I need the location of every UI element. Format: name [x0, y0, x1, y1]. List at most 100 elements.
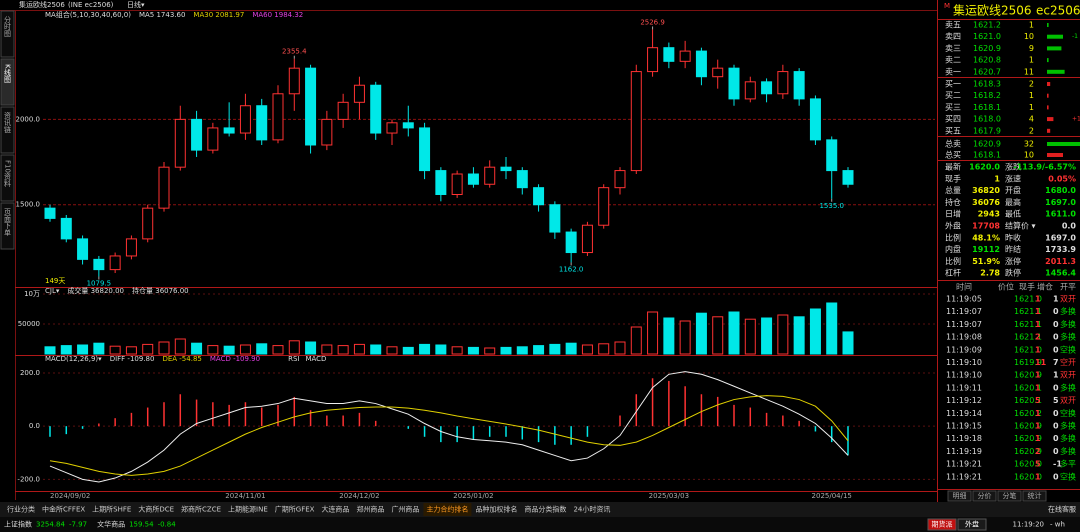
- stat-label: 比例: [945, 256, 961, 266]
- side-tab[interactable]: [0, 202, 15, 250]
- detail-tab[interactable]: [1022, 490, 1047, 502]
- extreme-label: 1535.0: [819, 202, 844, 210]
- market-tab[interactable]: 郑商所CZCE: [181, 505, 221, 514]
- trade-cell: 11:19:19: [946, 447, 982, 456]
- trade-cell: 1: [1035, 472, 1041, 481]
- volume-bar: [305, 341, 317, 355]
- market-tab[interactable]: 广期所GFEX: [275, 505, 315, 514]
- extreme-label: 2526.9: [640, 18, 665, 26]
- trade-cell: 空换: [1060, 471, 1076, 481]
- side-tab-label[interactable]: K线图: [4, 64, 12, 84]
- status-button[interactable]: [957, 518, 987, 531]
- market-tab[interactable]: 行业分类: [7, 505, 35, 514]
- side-tab[interactable]: [0, 154, 15, 202]
- volume-bar: [565, 342, 577, 355]
- market-tab[interactable]: 上期所SHFE: [92, 505, 131, 514]
- market-tab-box[interactable]: [423, 503, 472, 516]
- index-quote: 上证指数: [4, 520, 32, 529]
- side-tab[interactable]: [0, 10, 15, 58]
- side-tab[interactable]: [0, 58, 15, 106]
- stat-label: 现手: [945, 173, 961, 183]
- trade-cell: 0: [1053, 383, 1059, 392]
- y-tick-label: -200.0: [17, 475, 40, 483]
- volume-bar: [44, 346, 56, 355]
- stat-value: 2943: [978, 210, 1000, 219]
- trade-cell: 11: [1035, 358, 1047, 367]
- service-link[interactable]: 在线客服: [1048, 505, 1076, 514]
- candle-body: [191, 118, 203, 151]
- side-tab-label[interactable]: F10资料: [4, 160, 12, 188]
- volume-bar: [777, 314, 789, 355]
- stat-label: 最高: [1005, 197, 1021, 207]
- market-tab[interactable]: 中金所CFFEX: [42, 505, 85, 514]
- extreme-label: 1162.0: [559, 265, 584, 273]
- book-price: 1618.2: [973, 91, 1001, 100]
- candle-body: [272, 93, 284, 141]
- detail-tab-label[interactable]: 明细: [953, 491, 967, 500]
- status-button-label[interactable]: 外盘: [965, 520, 979, 529]
- volume-bar: [695, 312, 707, 355]
- quote-title: 集运欧线2506: [953, 3, 1032, 18]
- market-tab[interactable]: 郑州商品: [356, 505, 384, 514]
- side-tab-label[interactable]: 分时图: [4, 15, 12, 38]
- candle-body: [451, 173, 463, 195]
- stat-label: 内盘: [945, 244, 961, 254]
- volume-bar: [142, 343, 154, 355]
- volume-bar: [435, 344, 447, 355]
- market-tab[interactable]: 商品分类指数: [524, 505, 566, 514]
- market-tab[interactable]: 上期能源INE: [228, 505, 268, 514]
- index-quote: -7.97: [69, 521, 87, 529]
- side-tab[interactable]: [0, 106, 15, 154]
- book-volume: 10: [1024, 32, 1034, 41]
- market-tab[interactable]: 主力合约排名: [426, 505, 468, 514]
- volume-bar: [125, 346, 137, 355]
- trade-cell: 1620.2: [1014, 409, 1042, 418]
- market-tab[interactable]: 广州商品: [391, 505, 419, 514]
- trade-cell: 1621.1: [1014, 307, 1042, 316]
- market-tab[interactable]: 大连商品: [321, 505, 349, 514]
- candle-body: [744, 81, 756, 100]
- detail-tab-label[interactable]: 统计: [1028, 491, 1042, 500]
- trade-cell: 11:19:21: [946, 472, 982, 481]
- candle-body: [305, 67, 317, 146]
- market-tab[interactable]: 大商所DCE: [138, 505, 174, 514]
- status-button-label[interactable]: 期货派: [932, 520, 953, 529]
- trade-cell: 多换: [1060, 446, 1076, 456]
- detail-tab[interactable]: [997, 490, 1022, 502]
- index-quote: 3254.84: [36, 521, 65, 529]
- trade-cell: 1: [1035, 383, 1041, 392]
- side-tab-label[interactable]: 资讯链: [4, 111, 12, 134]
- detail-tab[interactable]: [972, 490, 997, 502]
- candle-body: [695, 50, 707, 78]
- legend-item: 持仓量 36076.00: [132, 286, 189, 295]
- x-tick-label: 2025/01/02: [453, 492, 493, 500]
- book-volume-bar: [1047, 105, 1049, 110]
- candle-body: [500, 166, 512, 172]
- period-select[interactable]: 日线▾: [127, 0, 145, 9]
- volume-bar: [419, 343, 431, 355]
- trade-cell: 7: [1053, 358, 1059, 367]
- quote-code: ec2506: [1036, 4, 1080, 18]
- legend-item: DIFF -109.80: [110, 355, 155, 363]
- book-label: 买一: [945, 80, 961, 89]
- detail-tab-label[interactable]: 分笔: [1003, 491, 1017, 500]
- extreme-label: 2355.4: [282, 48, 307, 56]
- trade-cell: 双开: [1060, 396, 1076, 405]
- candle-body: [223, 127, 235, 134]
- market-tab[interactable]: 24小时资讯: [573, 505, 610, 514]
- side-tab-label[interactable]: 页面下单: [4, 208, 12, 237]
- trade-cell: 2: [1035, 447, 1041, 456]
- trade-cell: 1: [1035, 434, 1041, 443]
- market-tab[interactable]: 品种加权排名: [475, 505, 517, 514]
- volume-bar: [533, 345, 545, 355]
- flag: M: [944, 2, 950, 10]
- volume-bar: [256, 343, 268, 355]
- detail-tab-label[interactable]: 分价: [978, 491, 992, 500]
- book-price: 1618.1: [973, 151, 1001, 160]
- detail-tab[interactable]: [947, 490, 972, 502]
- status-button[interactable]: [927, 518, 957, 531]
- book-label: 买二: [945, 91, 961, 100]
- candle-body: [386, 122, 398, 134]
